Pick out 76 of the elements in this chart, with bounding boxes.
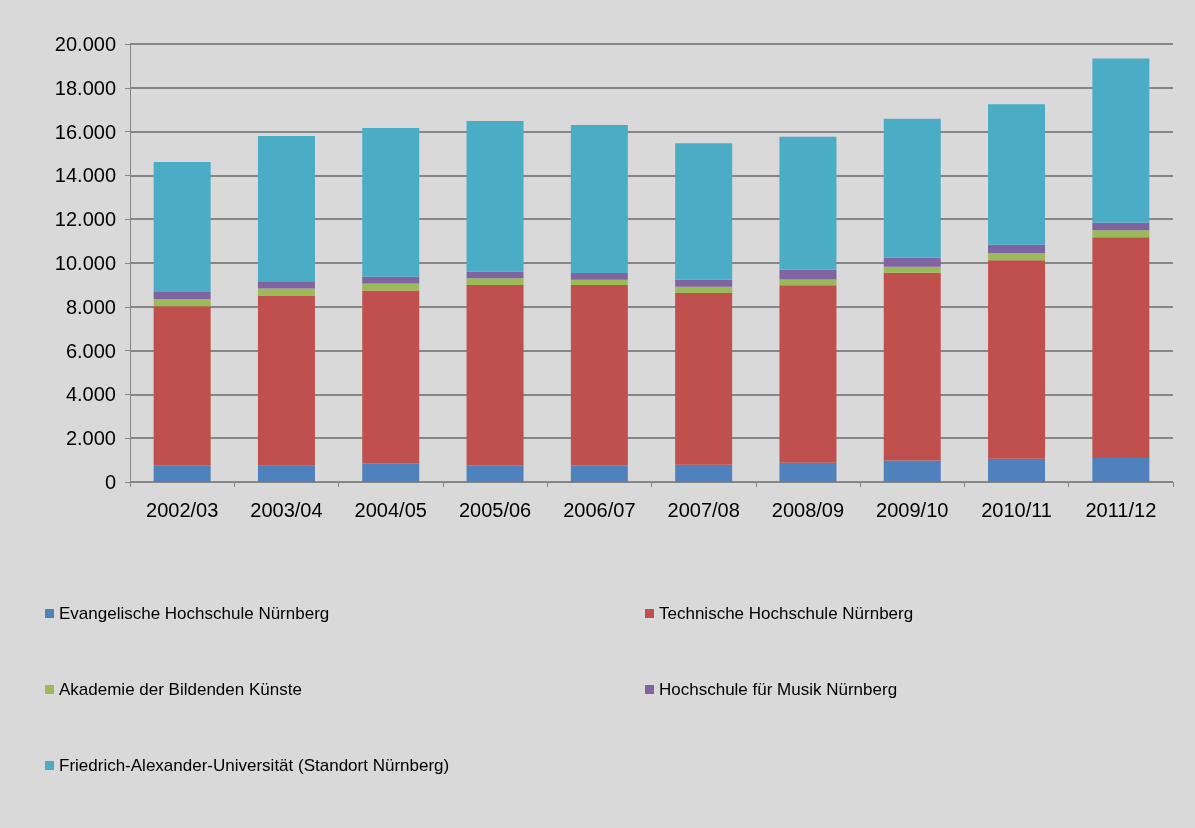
bar: [988, 260, 1046, 459]
bar: [466, 465, 524, 482]
y-tick-label: 8.000: [65, 295, 116, 318]
bar: [779, 462, 837, 482]
bar: [466, 284, 524, 466]
bar: [988, 458, 1046, 482]
legend-label: Evangelische Hochschule Nürnberg: [59, 604, 330, 623]
bar: [675, 464, 733, 482]
x-tick-label: 2002/03: [146, 499, 219, 521]
bar: [153, 306, 211, 466]
bar: [883, 118, 941, 258]
y-tick-label: 18.000: [54, 76, 116, 99]
y-tick-label: 10.000: [54, 252, 116, 274]
bar: [675, 293, 733, 465]
legend-label: Friedrich-Alexander-Universität (Standort Nürnberg): [59, 756, 450, 775]
bar: [362, 283, 420, 291]
bar: [883, 266, 941, 273]
legend-label: Akademie der Bildenden Künste: [59, 680, 302, 699]
bar: [257, 135, 315, 282]
y-tick-label: 2.000: [65, 427, 116, 450]
bar: [466, 271, 524, 279]
bar: [570, 273, 628, 280]
bar: [1092, 237, 1150, 458]
bar: [362, 290, 420, 464]
bar: [466, 121, 524, 272]
legend-label: Technische Hochschule Nürnberg: [659, 604, 914, 623]
x-tick-label: 2006/07: [563, 499, 636, 521]
y-tick-label: 4.000: [65, 383, 116, 406]
bar: [988, 104, 1046, 245]
x-tick-label: 2011/12: [1085, 499, 1157, 521]
bar: [153, 298, 211, 307]
x-tick-label: 2007/08: [667, 499, 740, 521]
bar: [675, 286, 733, 293]
bar: [1092, 457, 1150, 482]
bar: [362, 276, 420, 284]
bar: [988, 244, 1046, 254]
bar: [1092, 58, 1150, 223]
bar: [153, 465, 211, 482]
bar: [675, 279, 733, 287]
bar: [779, 269, 837, 280]
y-tick-label: 20.000: [54, 33, 116, 55]
x-tick-label: 2005/06: [458, 499, 532, 521]
bar: [883, 257, 941, 267]
x-tick-label: 2004/05: [354, 499, 427, 521]
bar: [570, 279, 628, 286]
y-tick-label: 6.000: [65, 339, 116, 362]
bar: [1092, 222, 1150, 231]
y-tick-label: 0: [104, 471, 116, 493]
bar: [257, 465, 315, 482]
x-tick-label: 2010/11: [981, 499, 1052, 521]
bar: [883, 272, 941, 461]
bar: [153, 291, 211, 299]
bar: [675, 143, 733, 280]
bar: [257, 295, 315, 466]
x-tick-label: 2008/09: [771, 499, 845, 521]
x-tick-label: 2003/04: [250, 499, 323, 521]
bar: [988, 253, 1046, 261]
bar: [362, 463, 420, 482]
bar: [153, 162, 211, 292]
bar: [570, 125, 628, 274]
bar: [570, 465, 628, 482]
y-tick-label: 16.000: [54, 120, 116, 143]
bar: [570, 285, 628, 466]
bar: [779, 285, 837, 463]
bar: [466, 278, 524, 285]
bar: [257, 281, 315, 289]
bar: [1092, 230, 1150, 238]
y-tick-label: 14.000: [54, 164, 116, 187]
x-tick-label: 2009/10: [876, 499, 949, 521]
legend-label: Hochschule für Musik Nürnberg: [659, 680, 898, 699]
bar: [257, 288, 315, 296]
bar: [362, 128, 420, 277]
bar: [883, 460, 941, 482]
bar: [779, 279, 837, 286]
y-tick-label: 12.000: [54, 208, 116, 231]
bar: [779, 136, 837, 270]
